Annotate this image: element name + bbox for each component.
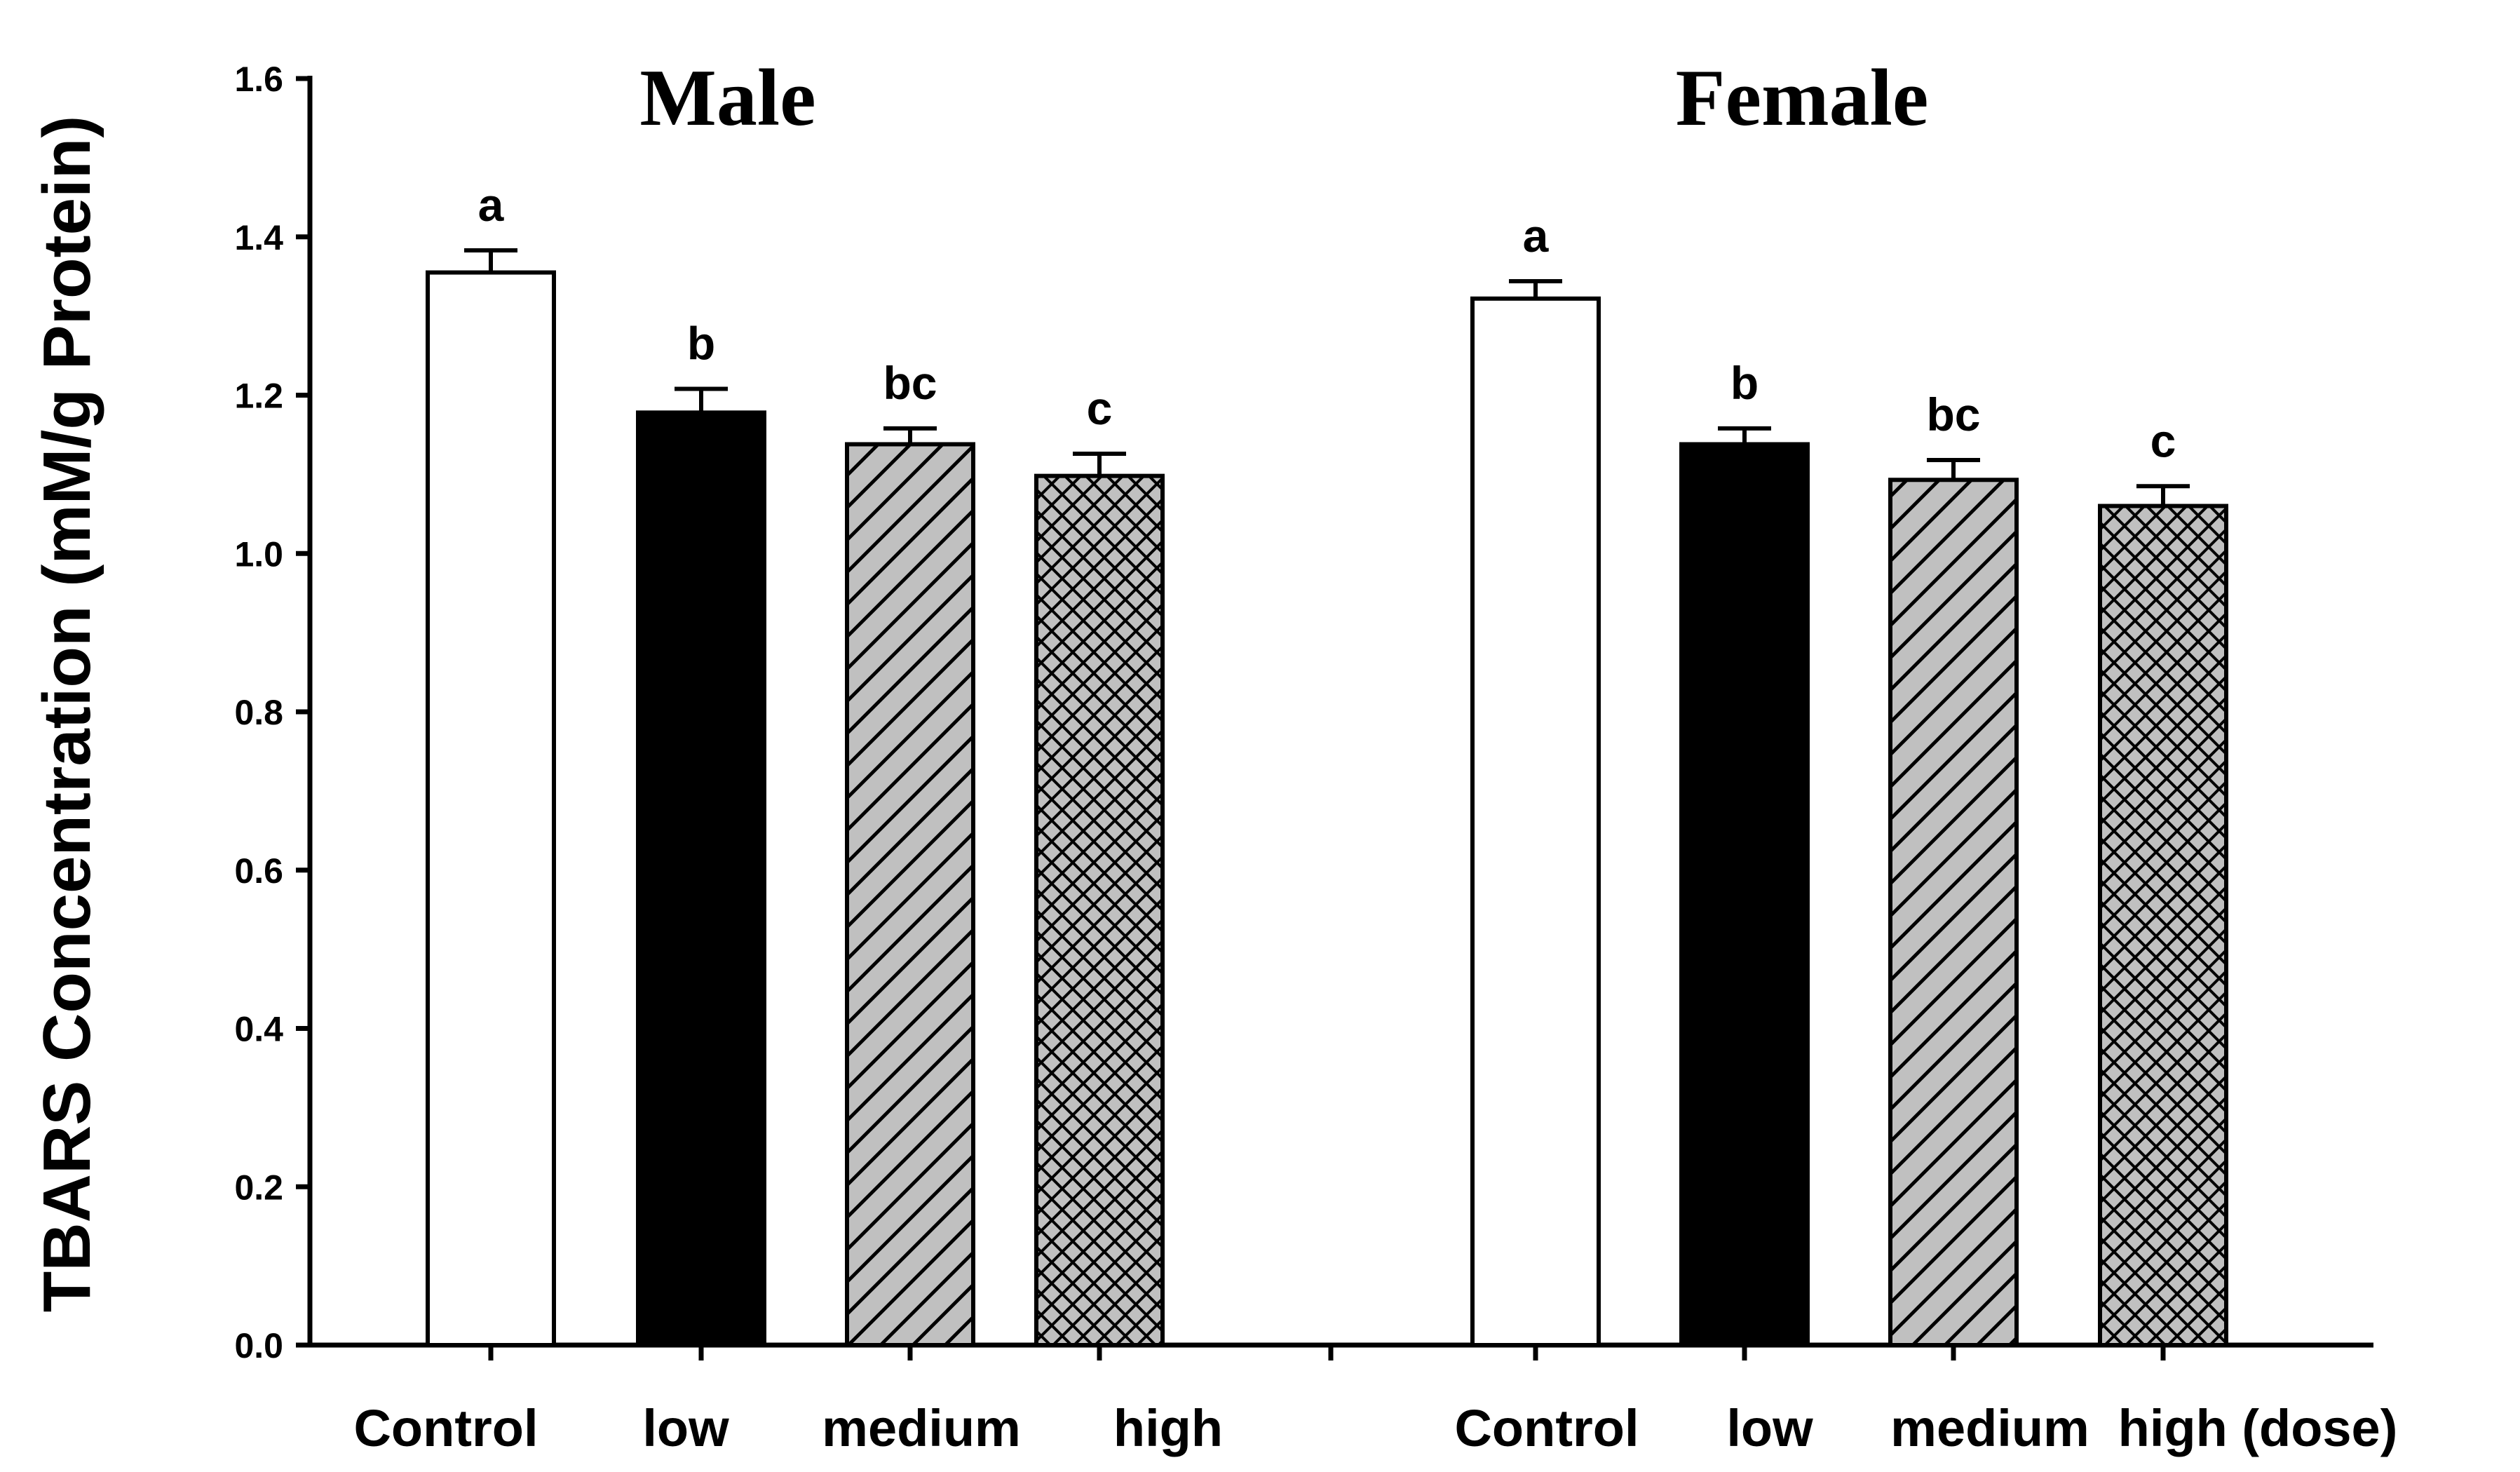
significance-letter: a xyxy=(478,179,505,231)
y-tick-label: 1.4 xyxy=(234,218,283,257)
significance-letters: a b bc c a b bc c xyxy=(478,179,2176,466)
y-tick-label: 1.2 xyxy=(234,377,283,416)
group-title-female: Female xyxy=(1676,53,1929,143)
significance-letter: c xyxy=(1087,382,1113,434)
y-tick-label: 0.8 xyxy=(234,693,283,732)
category-label: low xyxy=(642,1399,729,1457)
y-tick-label: 0.6 xyxy=(234,851,283,891)
category-label: medium xyxy=(1890,1399,2089,1457)
y-tick-label: 1.0 xyxy=(234,534,283,574)
category-label: high (dose) xyxy=(2118,1399,2398,1457)
y-ticks: 0.0 0.2 0.4 0.6 0.8 1.0 1.2 1.4 1.6 xyxy=(234,60,310,1365)
significance-letter: b xyxy=(687,317,715,369)
y-tick-label: 0.2 xyxy=(234,1168,283,1207)
significance-letter: bc xyxy=(883,357,937,409)
group-title-male: Male xyxy=(639,53,815,143)
bar-male-medium xyxy=(845,442,975,1347)
error-bars xyxy=(464,248,2190,506)
bar-female-control xyxy=(1470,296,1601,1348)
category-label: low xyxy=(1726,1399,1813,1457)
category-label: high xyxy=(1113,1399,1223,1457)
category-label: Control xyxy=(1454,1399,1639,1457)
significance-letter: b xyxy=(1730,357,1759,409)
bar-male-control xyxy=(426,270,556,1348)
y-tick-label: 0.0 xyxy=(234,1326,283,1365)
category-label: medium xyxy=(822,1399,1021,1457)
bar-female-high xyxy=(2098,504,2228,1347)
x-ticks xyxy=(488,1345,2166,1360)
y-tick-label: 1.6 xyxy=(234,60,283,99)
significance-letter: c xyxy=(2150,414,2176,466)
category-labels: Control low medium high Control low medium high… xyxy=(353,1399,2397,1457)
significance-letter: bc xyxy=(1926,389,1980,440)
bar-female-medium xyxy=(1888,478,2019,1347)
bar-male-low xyxy=(636,410,766,1347)
bar-male-high xyxy=(1034,473,1165,1348)
bars xyxy=(426,270,2228,1348)
significance-letter: a xyxy=(1523,210,1550,262)
category-label: Control xyxy=(353,1399,538,1457)
y-axis-title: TBARS Concentration (mM/g Protein) xyxy=(29,116,104,1313)
bar-female-low xyxy=(1679,442,1810,1347)
y-tick-label: 0.4 xyxy=(234,1010,283,1049)
